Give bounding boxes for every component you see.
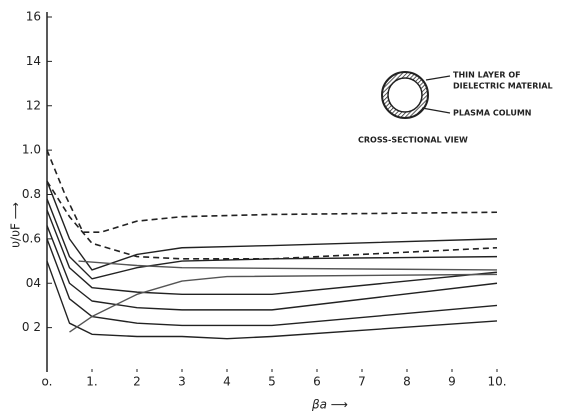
x-tick-label: 5	[268, 375, 276, 389]
y-tick-label: 12	[26, 98, 41, 112]
annotation: PLASMA COLUMN	[453, 109, 532, 118]
data-line	[69, 273, 498, 333]
x-tick-label: 3	[178, 375, 186, 389]
y-tick-label: 0.6	[22, 231, 41, 245]
y-tick-label: 16	[26, 10, 41, 24]
inset-diagram	[381, 71, 451, 119]
y-tick-label: 14	[26, 54, 41, 68]
x-tick-label: 10.	[487, 375, 506, 389]
data-line	[46, 198, 498, 280]
annotation: DIELECTRIC MATERIAL	[453, 82, 553, 91]
annotation: THIN LAYER OF	[453, 71, 521, 80]
y-axis-label: υ/υF ⟶	[9, 202, 23, 248]
y-tick-label: 04	[26, 276, 41, 290]
x-axis-label: βa ⟶	[311, 398, 348, 412]
y-tick-label: 1.0	[22, 143, 41, 157]
data-line	[46, 238, 498, 327]
x-tick-label: 7	[358, 375, 366, 389]
x-tick-label: o.	[42, 375, 53, 389]
data-line	[46, 180, 498, 271]
y-tick-label: 0 2	[22, 320, 41, 334]
data-line	[78, 260, 498, 271]
x-tick-label: 1.	[86, 375, 97, 389]
x-tick-label: 4	[223, 375, 231, 389]
x-tick-label: 9	[448, 375, 456, 389]
data-line	[46, 260, 498, 340]
x-tick-label: 2	[133, 375, 141, 389]
data-line	[46, 149, 498, 234]
data-line	[46, 225, 498, 311]
data-line	[46, 180, 498, 260]
x-tick-label: 6	[313, 375, 321, 389]
y-tick-label: 0.8	[22, 187, 41, 201]
x-tick-label: 8	[403, 375, 411, 389]
data-line	[46, 209, 498, 296]
annotation: CROSS-SECTIONAL VIEW	[358, 136, 468, 145]
